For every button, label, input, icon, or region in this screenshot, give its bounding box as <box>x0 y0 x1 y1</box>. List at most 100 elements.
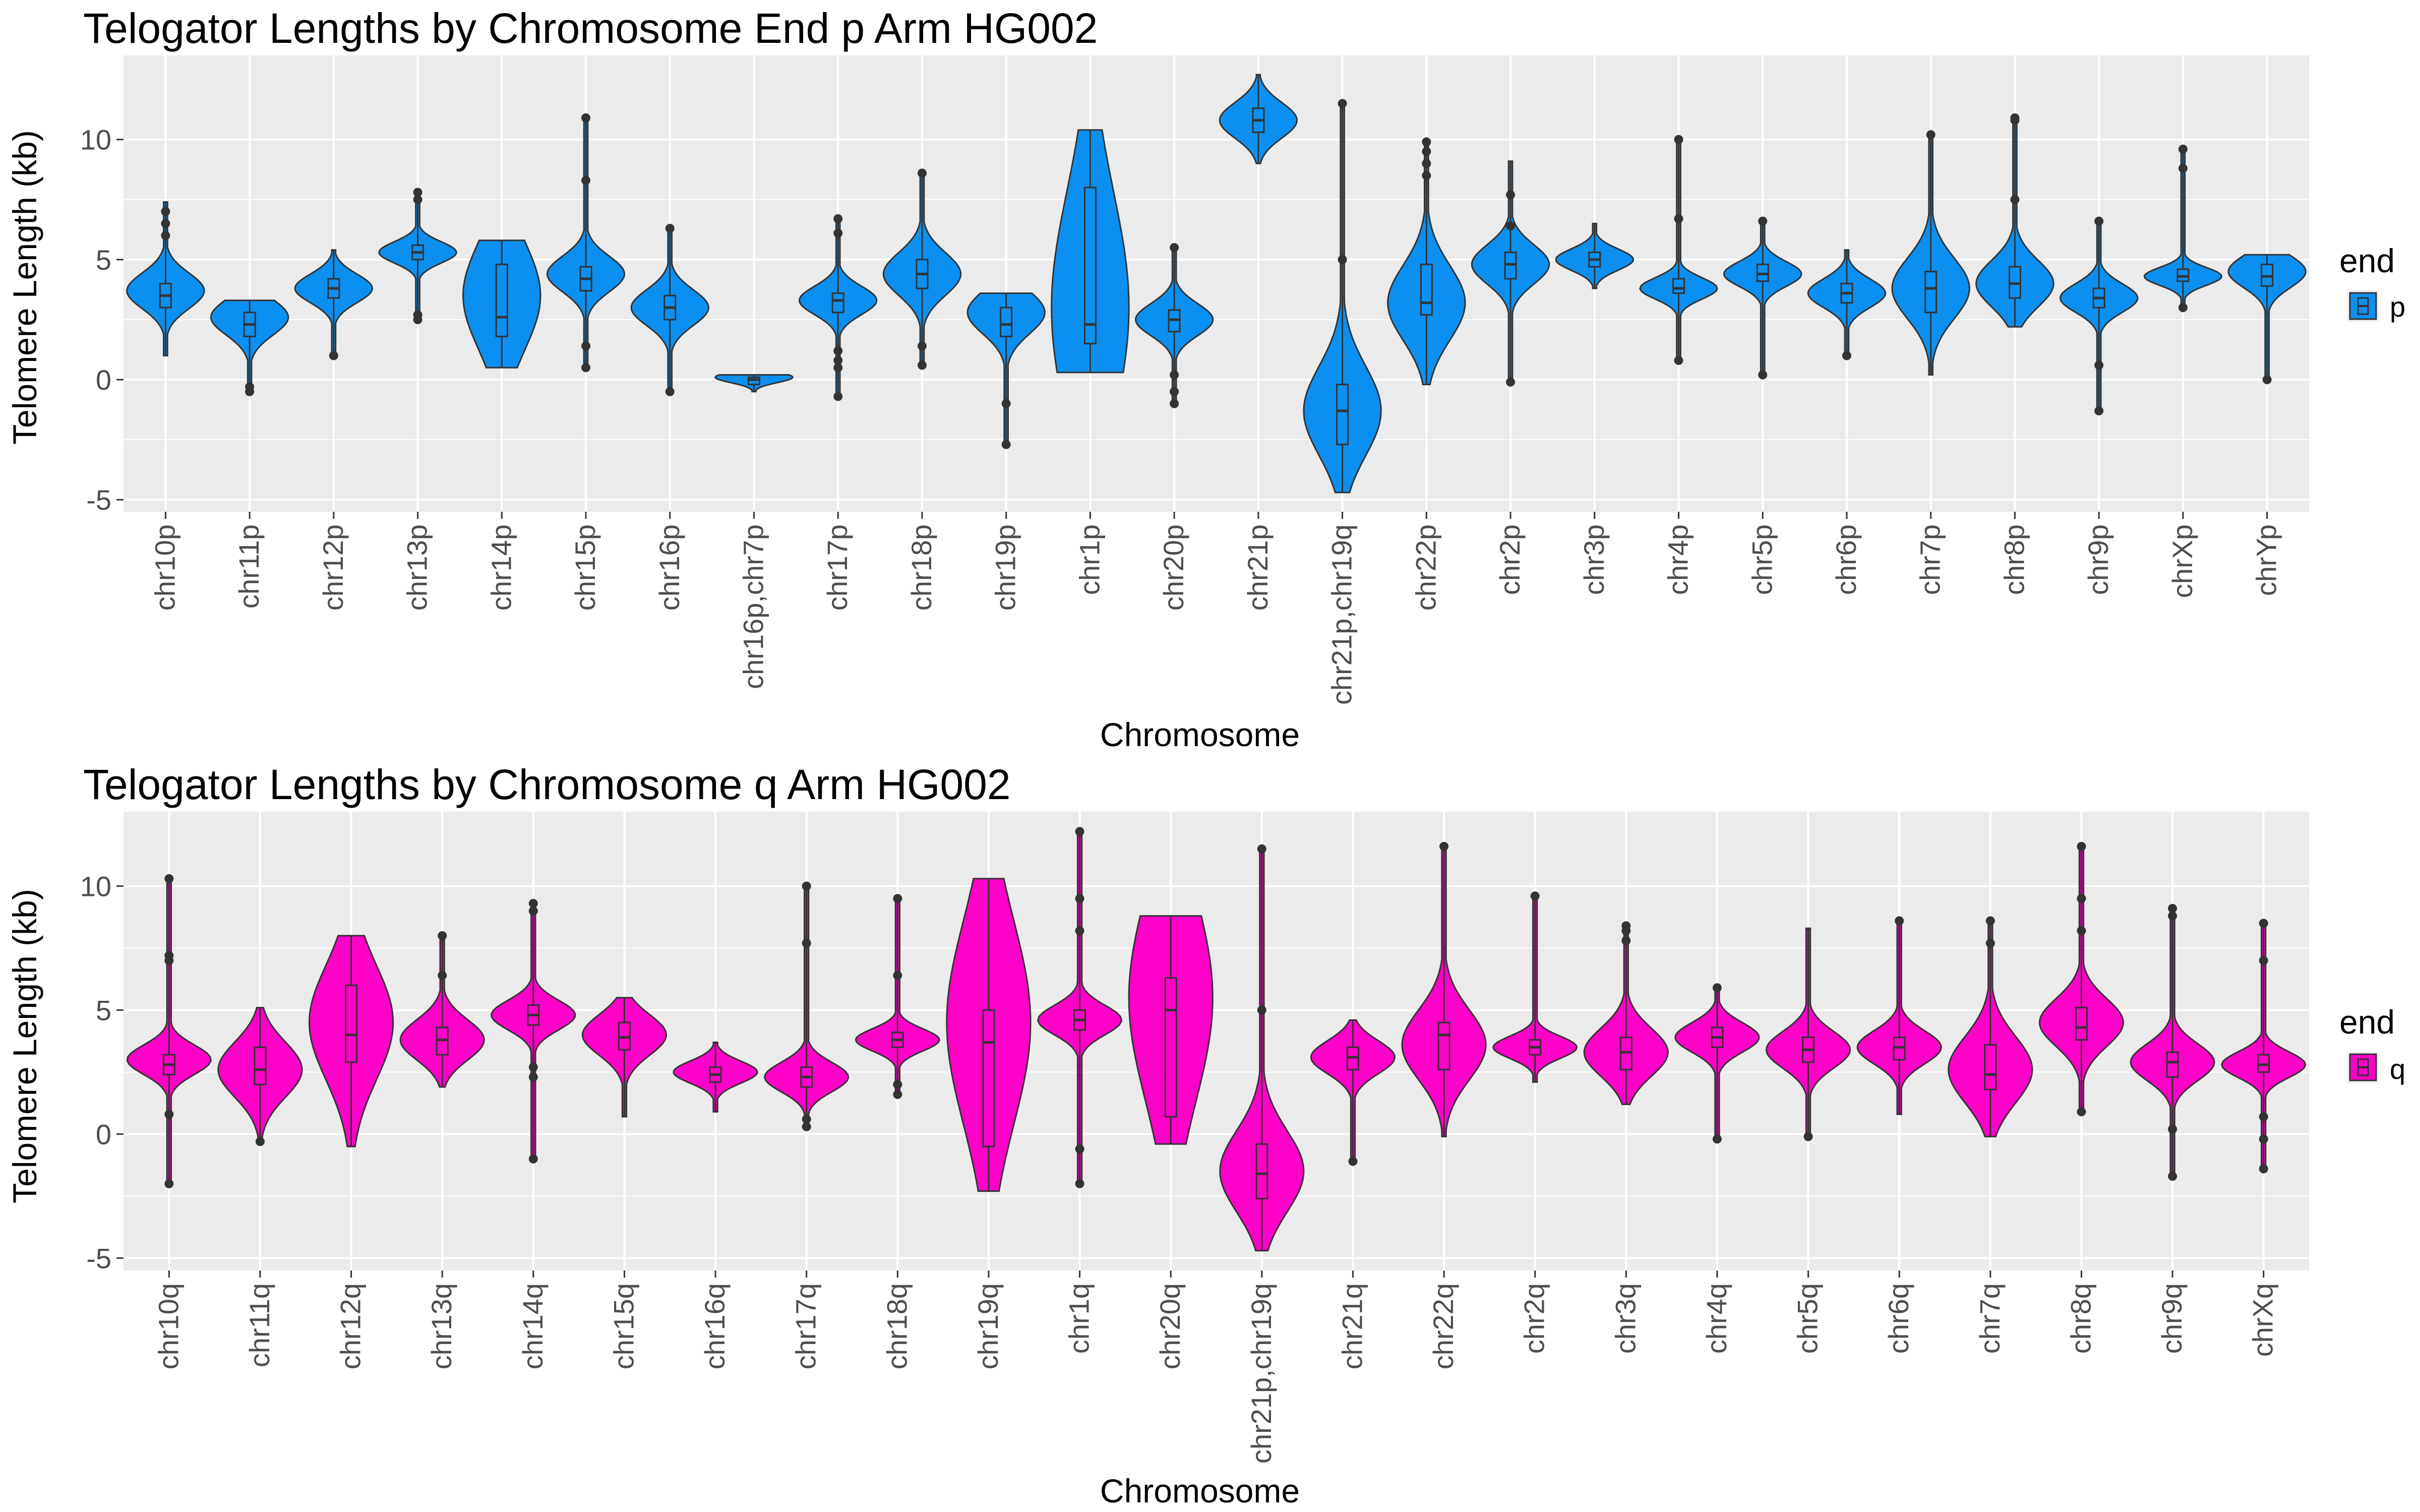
violin-chrYp <box>2227 254 2307 385</box>
violin-chr10p <box>126 201 205 356</box>
outlier-point <box>1439 841 1449 851</box>
violin-chr12p <box>294 249 374 360</box>
outlier-point <box>1338 255 1347 264</box>
outlier-point <box>438 971 447 980</box>
y-tick-label: 5 <box>96 244 111 276</box>
x-tick-label: chr9q <box>2156 1283 2188 1354</box>
chart-2-legend-label: q <box>2390 1053 2405 1085</box>
x-tick-label: chrXp <box>2166 524 2198 598</box>
x-tick-label: chr16q <box>699 1283 731 1369</box>
x-tick-label: chr2q <box>1519 1283 1550 1354</box>
violin-chr6q <box>1856 916 1942 1115</box>
x-tick-label: chr21p,chr19q <box>1245 1283 1277 1464</box>
x-tick-label: chrXq <box>2247 1283 2279 1357</box>
violin-chr9p <box>2059 216 2139 415</box>
box-iqr <box>1000 307 1013 337</box>
x-tick-label: chr13p <box>401 524 433 611</box>
outlier-point <box>413 188 422 197</box>
outlier-point <box>528 899 538 908</box>
x-tick-label: chr11p <box>233 524 265 609</box>
outlier-point <box>917 360 927 370</box>
violin-chr1p <box>1051 129 1130 374</box>
y-tick-label: 0 <box>96 1118 111 1150</box>
outlier-point <box>802 1114 811 1124</box>
x-tick-label: chr16p,chr7p <box>737 524 769 689</box>
violin-chr7p <box>1891 130 1970 376</box>
chart-2-y-axis-title: Telomere Length (kb) <box>6 889 43 1203</box>
violin-chr20q <box>1128 915 1214 1145</box>
outlier-point <box>1422 147 1431 156</box>
x-tick-label: chr17q <box>790 1283 822 1369</box>
outlier-point <box>1803 1132 1813 1141</box>
outlier-point <box>2094 406 2104 415</box>
chart-2-legend-key <box>2347 1051 2379 1083</box>
violin-chr8p <box>1975 113 2054 328</box>
outlier-point <box>1348 1157 1358 1166</box>
x-tick-label: chr21q <box>1336 1283 1368 1369</box>
x-tick-label: chr4q <box>1701 1283 1732 1354</box>
x-tick-label: chr15q <box>608 1283 639 1369</box>
box-iqr <box>1984 1044 1997 1091</box>
violin-chr17q <box>764 881 850 1131</box>
x-tick-label: chr6q <box>1883 1283 1914 1354</box>
x-tick-label: chr21p,chr19q <box>1326 524 1358 705</box>
violin-chr21p <box>1219 74 1298 164</box>
violin-chr4p <box>1639 135 1718 365</box>
outlier-point <box>1001 440 1011 449</box>
outlier-point <box>161 231 170 240</box>
violin-chr13q <box>399 931 485 1088</box>
violin-chr19p <box>966 292 1046 449</box>
outlier-point <box>2094 216 2104 226</box>
x-tick-label: chr3q <box>1609 1283 1641 1354</box>
x-tick-label: chr14q <box>517 1283 549 1369</box>
chart-2-plot: -5 0 5 10 chr10q chr11q chr12q chr13q chr14q chr1… <box>80 812 2309 1464</box>
outlier-point <box>528 906 538 916</box>
outlier-point <box>2077 894 2086 903</box>
x-tick-label: chr8q <box>2065 1283 2096 1354</box>
violin-chr22q <box>1401 841 1487 1137</box>
outlier-point <box>1674 214 1683 223</box>
violin-chr10q <box>126 874 212 1188</box>
outlier-point <box>893 1090 902 1099</box>
violin-chr15p <box>546 113 626 373</box>
outlier-point <box>245 387 255 396</box>
outlier-point <box>1506 190 1516 200</box>
x-tick-label: chr22q <box>1427 1283 1459 1369</box>
box-iqr <box>2075 1007 2088 1041</box>
outlier-point <box>1170 370 1179 380</box>
x-tick-label: chr2p <box>1494 524 1526 595</box>
outlier-point <box>1674 135 1683 144</box>
chart-2-legend: end q <box>2339 1003 2405 1085</box>
outlier-point <box>1075 1179 1084 1188</box>
outlier-point <box>528 1072 538 1082</box>
violin-chr2p <box>1471 160 1550 387</box>
outlier-point <box>1842 351 1851 360</box>
outlier-point <box>2259 956 2268 965</box>
chart-1-title: Telogator Lengths by Chromosome End p Ar… <box>83 5 1098 52</box>
outlier-point <box>1506 221 1516 231</box>
outlier-point <box>1506 377 1516 387</box>
x-tick-label: chr3p <box>1578 524 1610 595</box>
outlier-point <box>833 355 843 365</box>
outlier-point <box>1075 894 1084 903</box>
violin-chr6p <box>1807 249 1887 360</box>
x-tick-label: chr4p <box>1662 524 1694 595</box>
outlier-point <box>1422 137 1431 147</box>
outlier-point <box>255 1137 265 1146</box>
y-tick-label: 10 <box>80 124 111 156</box>
chart-1-x-axis-title: Chromosome <box>1100 716 1300 753</box>
violin-chr7q <box>1948 916 2033 1137</box>
outlier-point <box>1621 921 1631 931</box>
outlier-point <box>665 387 675 396</box>
outlier-point <box>1422 171 1431 180</box>
chart-1-legend-title: end <box>2339 242 2395 279</box>
x-tick-label: chr13q <box>426 1283 457 1369</box>
violin-chrXp <box>2143 144 2223 313</box>
x-tick-label: chr19q <box>972 1283 1004 1369</box>
x-tick-label: chr10p <box>149 524 180 611</box>
y-tick-label: -5 <box>86 484 111 516</box>
x-tick-label: chr10q <box>152 1283 184 1369</box>
outlier-point <box>1621 936 1631 945</box>
outlier-point <box>2178 144 2188 154</box>
